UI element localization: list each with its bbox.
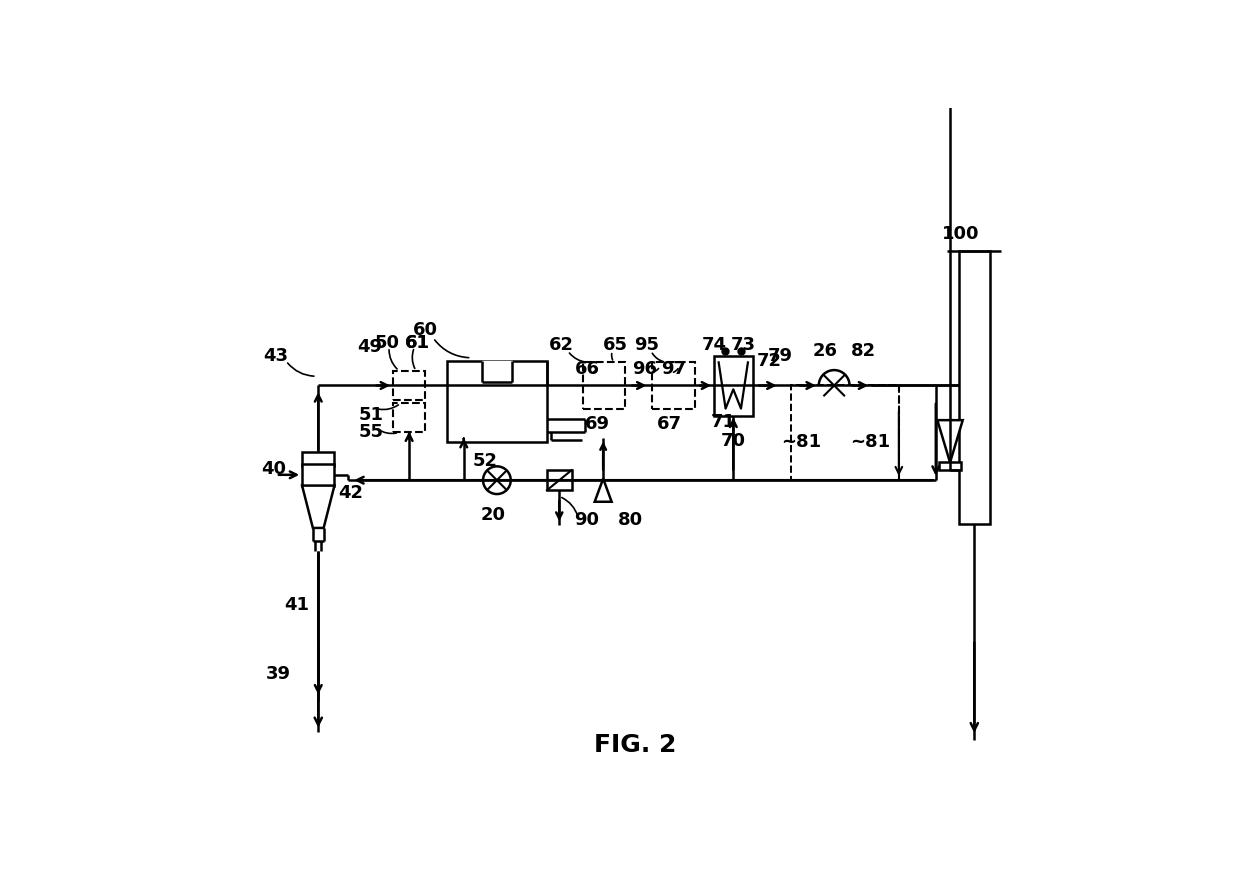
Text: 55: 55 [358, 423, 384, 441]
Text: 65: 65 [603, 337, 627, 355]
Text: ~81: ~81 [781, 433, 821, 451]
Polygon shape [482, 361, 512, 383]
Text: 67: 67 [657, 415, 682, 433]
Text: 52: 52 [472, 452, 497, 470]
Bar [303, 452, 335, 466]
Text: 62: 62 [549, 337, 574, 355]
Text: 49: 49 [357, 338, 382, 356]
Text: 61: 61 [405, 334, 430, 352]
Text: 39: 39 [265, 665, 290, 684]
Text: 95: 95 [634, 337, 658, 355]
Text: 51: 51 [358, 406, 384, 424]
Text: 42: 42 [339, 485, 363, 503]
Text: 40: 40 [262, 460, 286, 478]
Polygon shape [595, 478, 611, 502]
Text: 96: 96 [632, 359, 657, 377]
Text: 80: 80 [618, 512, 642, 530]
Text: 26: 26 [812, 342, 837, 360]
Text: 70: 70 [720, 432, 745, 450]
Text: 20: 20 [481, 506, 506, 524]
Text: 43: 43 [263, 348, 289, 366]
Bar [303, 464, 335, 486]
Bar [547, 470, 572, 490]
Text: ~81: ~81 [851, 433, 890, 451]
Polygon shape [303, 486, 335, 528]
Text: 100: 100 [941, 225, 980, 243]
Bar [393, 403, 425, 433]
Bar [446, 361, 547, 442]
Text: 71: 71 [711, 413, 735, 432]
Text: 73: 73 [730, 337, 756, 355]
Text: FIG. 2: FIG. 2 [594, 733, 677, 757]
Bar [959, 251, 990, 524]
Bar [791, 385, 899, 480]
Text: 66: 66 [574, 359, 599, 377]
Bar [714, 357, 753, 417]
Text: 74: 74 [702, 337, 727, 355]
Bar [939, 462, 961, 470]
Text: 79: 79 [768, 348, 792, 366]
Text: 61: 61 [405, 334, 430, 352]
Bar [652, 362, 694, 409]
Text: 82: 82 [851, 342, 875, 360]
Text: 69: 69 [584, 415, 610, 433]
Polygon shape [937, 420, 962, 462]
Text: 97: 97 [661, 359, 687, 377]
Bar [583, 362, 625, 409]
Text: 60: 60 [413, 321, 438, 339]
Text: 41: 41 [284, 596, 309, 614]
Bar [393, 371, 425, 401]
Text: 72: 72 [756, 352, 782, 370]
Text: 90: 90 [574, 512, 599, 530]
Text: 50: 50 [374, 334, 399, 352]
